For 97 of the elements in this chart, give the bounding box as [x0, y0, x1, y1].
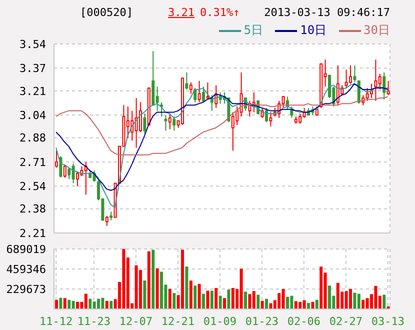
bar [357, 294, 360, 309]
y-tick-label: 3.54 [20, 38, 46, 51]
x-tick-label: 02-27 [329, 314, 362, 328]
bar [168, 288, 172, 309]
bar [374, 286, 378, 309]
bar [97, 298, 100, 309]
x-tick-label: 12-21 [161, 314, 194, 328]
bar [223, 298, 226, 309]
bar [55, 300, 58, 309]
bar [101, 298, 104, 309]
x-tick-label: 11-12 [40, 314, 73, 328]
bar [156, 268, 159, 309]
y-tick-label: 2.88 [20, 132, 46, 145]
candlestick [353, 64, 356, 83]
legend-label: 30日 [364, 22, 390, 39]
bar [105, 300, 108, 309]
bar [311, 302, 314, 309]
bar [206, 290, 210, 309]
bar [202, 294, 205, 309]
bar [147, 251, 150, 309]
y-tick-label: 229673 [6, 282, 46, 296]
bar [152, 250, 155, 309]
bar [240, 268, 243, 309]
candlestick [143, 113, 146, 134]
text: 0.31%↑ [200, 6, 240, 19]
bar [362, 300, 365, 309]
bar [260, 300, 264, 309]
bar [92, 302, 96, 309]
bar [72, 300, 75, 309]
bar [231, 288, 234, 309]
x-tick-label: 03-13 [371, 314, 404, 328]
bar [143, 280, 146, 309]
y-tick-label: 2.38 [20, 202, 46, 216]
bar [88, 298, 92, 309]
bar [110, 300, 113, 309]
bar [382, 294, 386, 309]
y-tick-label: 2.21 [20, 226, 46, 240]
x-tick-label: 01-09 [203, 314, 236, 328]
bar [248, 294, 252, 309]
bar [172, 293, 176, 309]
bar [185, 266, 188, 309]
bar [198, 284, 201, 309]
x-tick-label: 02-06 [287, 314, 320, 328]
legend-label: 5日 [244, 22, 264, 39]
bar [344, 291, 348, 309]
bar [68, 300, 71, 309]
y-tick-label: 459346 [6, 262, 46, 276]
bar [353, 292, 356, 309]
bar [282, 288, 285, 309]
bar [298, 302, 302, 309]
bar [328, 286, 331, 309]
bar [227, 290, 230, 309]
bar [244, 292, 247, 309]
chart-title: [000520] [80, 6, 133, 19]
bar [63, 298, 66, 309]
bar [278, 293, 281, 309]
y-tick-label: 3.37 [20, 62, 46, 76]
legend-label: 10日 [300, 22, 327, 39]
bar [315, 300, 318, 309]
bar [214, 288, 218, 309]
bar [252, 291, 256, 309]
y-tick-label: 689019 [6, 242, 46, 256]
x-tick-label: 01-23 [245, 314, 278, 328]
candlestick [374, 59, 378, 102]
bar [210, 290, 214, 309]
bar [181, 250, 184, 309]
x-tick-label: 12-07 [119, 314, 152, 328]
bar [84, 294, 88, 309]
bar [290, 296, 294, 309]
bar [189, 280, 192, 309]
bar [320, 266, 323, 309]
text: 2013-03-13 09:46:17 [264, 6, 390, 19]
y-tick-label: 3.04 [20, 108, 46, 122]
bar [294, 301, 298, 309]
bar [76, 302, 79, 309]
bar [349, 288, 352, 309]
candlestick [164, 114, 168, 132]
bar [134, 265, 138, 309]
y-tick-label: 2.54 [20, 180, 46, 194]
bar [302, 300, 306, 309]
bar [307, 302, 310, 309]
candlestick [198, 80, 201, 103]
y-tick-label: 3.21 [20, 84, 46, 98]
bar [122, 249, 126, 309]
bar [59, 298, 62, 309]
bar [336, 282, 340, 309]
bar [160, 272, 163, 309]
bar [218, 296, 222, 309]
bar [265, 298, 268, 309]
bar [139, 270, 142, 309]
bar [366, 298, 369, 309]
y-tick-label: 2.71 [20, 156, 46, 169]
x-tick-label: 11-23 [77, 314, 110, 328]
bar [256, 294, 260, 309]
text: 3.21 [168, 6, 194, 19]
bar [286, 296, 289, 309]
bar [194, 286, 197, 309]
